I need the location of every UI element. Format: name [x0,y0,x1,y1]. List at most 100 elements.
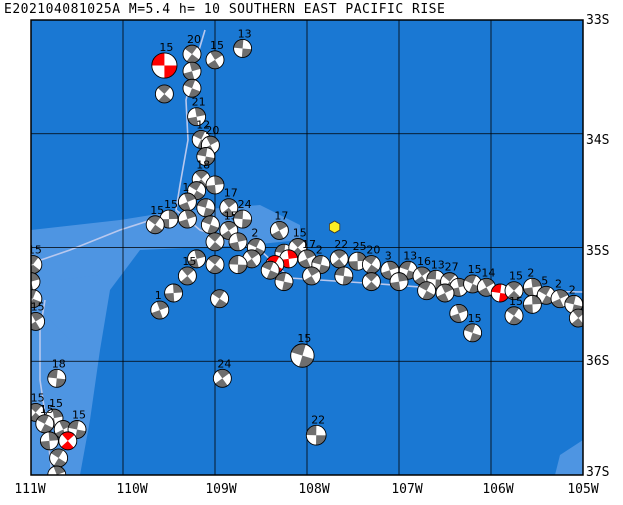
magnitude-label: 15 [72,409,86,422]
magnitude-label: 2 [251,227,258,240]
magnitude-label: 25 [353,240,367,253]
focal-mechanism-icon [305,424,327,446]
focal-mechanism-icon [463,323,483,343]
focal-mechanism-icon [205,175,225,195]
focal-mechanism-icon [154,84,174,104]
focal-mechanism-icon [205,255,225,275]
map-frame [30,19,584,476]
focal-mechanism-icon [417,281,437,301]
lat-label-36s: 36S [586,354,610,369]
magnitude-label: 15 [468,312,482,325]
focal-mechanism-icon [449,304,469,323]
lat-label-37s: 37S [586,465,610,480]
magnitude-label: 15 [28,244,42,257]
magnitude-label: 24 [238,198,252,211]
magnitude-label: 24 [217,357,231,370]
focal-mechanism-icon [361,255,381,275]
focal-mechanism-icon [196,147,216,166]
magnitude-label: 12 [196,118,210,131]
lon-label-107w: 107W [391,482,423,497]
focal-mechanism-icon [39,431,59,451]
map-title: E202104081025A M=5.4 h= 10 SOUTHERN EAST… [4,2,446,17]
focal-mechanism-icon [164,283,184,303]
focal-mechanism-icon [182,44,202,64]
focal-mechanism-icon [177,266,197,286]
focal-mechanism-icon [47,465,67,475]
focal-mechanism-icon [205,232,225,252]
magnitude-label: 20 [187,33,201,46]
magnitude-label: 18 [196,158,210,171]
focal-mechanism-icon [260,260,280,280]
magnitude-label: 15 [509,270,523,283]
shallow-bathymetry [31,205,300,475]
lon-label-106w: 106W [482,482,514,497]
magnitude-label: 15 [210,39,224,52]
focal-mechanism-icon [31,289,43,309]
magnitude-label: 17 [302,238,316,251]
focal-mechanism-icon [233,209,253,229]
magnitude-label: 22 [334,238,348,251]
focal-mechanism-icon [145,215,165,235]
magnitude-label: 2 [569,283,576,296]
focal-mechanism-icon [150,300,170,320]
magnitude-label: 1 [155,289,162,302]
magnitude-label: 2 [555,278,562,291]
focal-mechanism-icon [187,249,207,269]
focal-mechanism-icon [31,255,43,275]
magnitude-label: 17 [274,209,288,222]
lat-label-33s: 33S [586,13,610,28]
focal-mechanism-icon [151,52,178,79]
focal-mechanism-icon [329,249,349,269]
magnitude-label: 15 [49,397,63,410]
magnitude-label: 15 [164,198,178,211]
magnitude-label: 16 [417,255,431,268]
magnitude-label: 5 [541,274,548,287]
magnitude-label: 15 [40,403,54,416]
magnitude-label: 13 [403,249,417,262]
magnitude-label: 17 [224,187,238,200]
focal-mechanism-icon [177,192,197,212]
focal-mechanism-icon [49,448,69,468]
focal-mechanism-icon [205,50,225,70]
magnitude-label: 14 [481,266,495,279]
lon-label-110w: 110W [116,482,148,497]
focal-mechanism-icon [58,431,78,451]
magnitude-label: 15 [31,391,45,404]
magnitude-label: 3 [385,249,392,262]
focal-mechanism-icon [212,368,232,388]
focal-mechanism-icon [47,368,67,388]
focal-mechanism-icon [302,266,322,286]
focal-mechanism-icon [35,414,55,434]
magnitude-label: 15 [182,255,196,268]
focal-mechanism-icon [219,198,239,218]
magnitude-label: 22 [311,413,325,426]
shallow-bathymetry [50,275,100,340]
magnitude-label: 15 [297,332,311,345]
focal-mechanism-icon [177,209,197,229]
focal-mechanism-icon [182,61,202,81]
focal-mechanism-icon [182,78,202,98]
focal-mechanism-icon [31,311,46,331]
lon-label-111w: 111W [14,482,46,497]
magnitude-label: 20 [366,244,380,257]
focal-mechanism-icon [361,272,381,292]
magnitude-label: 13 [238,27,252,40]
focal-mechanism-icon [228,255,248,275]
magnitude-label: 15 [509,295,523,308]
shallow-bathymetry [555,440,583,475]
focal-mechanism-icon [269,220,289,240]
magnitude-label: 15 [159,41,173,54]
magnitude-label: 2 [527,266,534,279]
focal-mechanism-icon [187,107,207,127]
focal-mechanism-icon [504,281,524,301]
magnitude-label: 2 [316,244,323,257]
magnitude-label: 27 [445,261,459,274]
magnitude-label: 15 [31,300,45,313]
focal-mechanism-icon [504,306,524,326]
magnitude-label: 20 [205,124,219,137]
focal-mechanism-icon [200,215,220,235]
focal-mechanism-icon [67,420,87,439]
focal-mechanism-icon [210,289,230,309]
magnitude-label: 18 [52,357,66,370]
